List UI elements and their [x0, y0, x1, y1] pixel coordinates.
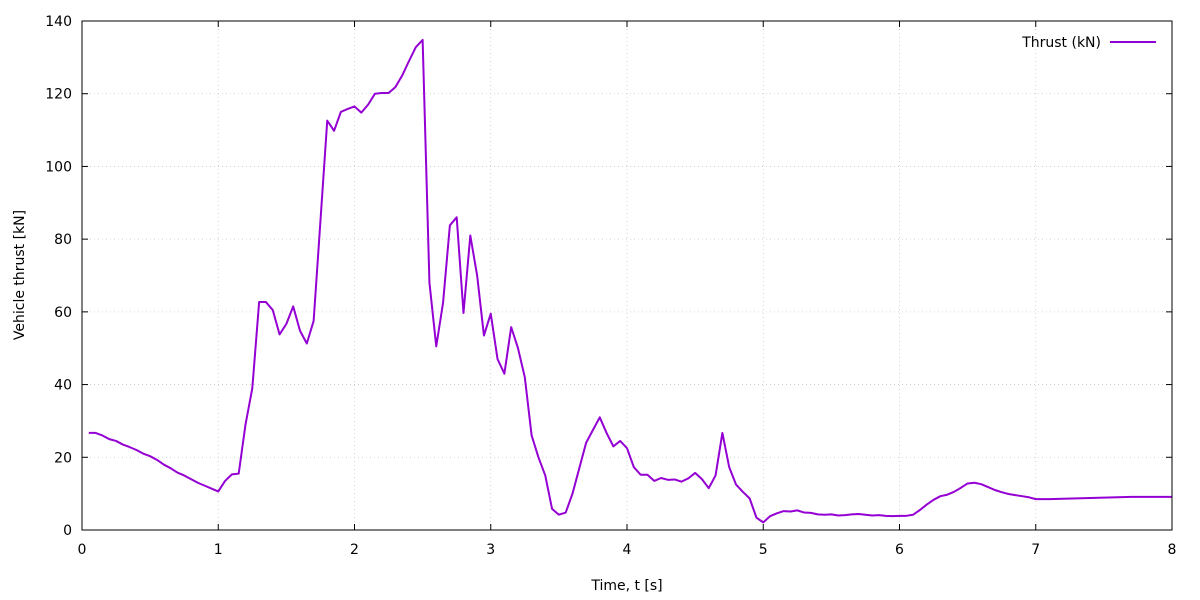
- x-tick-label: 0: [78, 542, 87, 558]
- legend: Thrust (kN): [1021, 35, 1156, 51]
- x-tick-label: 8: [1168, 542, 1177, 558]
- y-tick-label: 60: [54, 305, 72, 321]
- y-tick-label: 40: [54, 378, 72, 394]
- x-tick-label: 3: [486, 542, 495, 558]
- y-tick-label: 0: [63, 523, 72, 539]
- x-axis-title: Time, t [s]: [590, 578, 662, 594]
- x-tick-label: 7: [1031, 542, 1040, 558]
- series-line-thrust: [88, 38, 1172, 524]
- legend-label-thrust: Thrust (kN): [1021, 35, 1101, 51]
- y-tick-label: 120: [45, 87, 72, 103]
- x-tick-label: 6: [895, 542, 904, 558]
- x-tick-label: 5: [759, 542, 768, 558]
- x-tick-label: 2: [350, 542, 359, 558]
- y-tick-label: 80: [54, 232, 72, 248]
- grid: [82, 21, 1172, 530]
- y-tick-label: 20: [54, 450, 72, 466]
- x-tick-label: 1: [214, 542, 223, 558]
- y-axis-title: Vehicle thrust [kN]: [12, 210, 28, 340]
- x-tick-label: 4: [623, 542, 632, 558]
- y-tick-label: 100: [45, 159, 72, 175]
- y-tick-label: 140: [45, 14, 72, 30]
